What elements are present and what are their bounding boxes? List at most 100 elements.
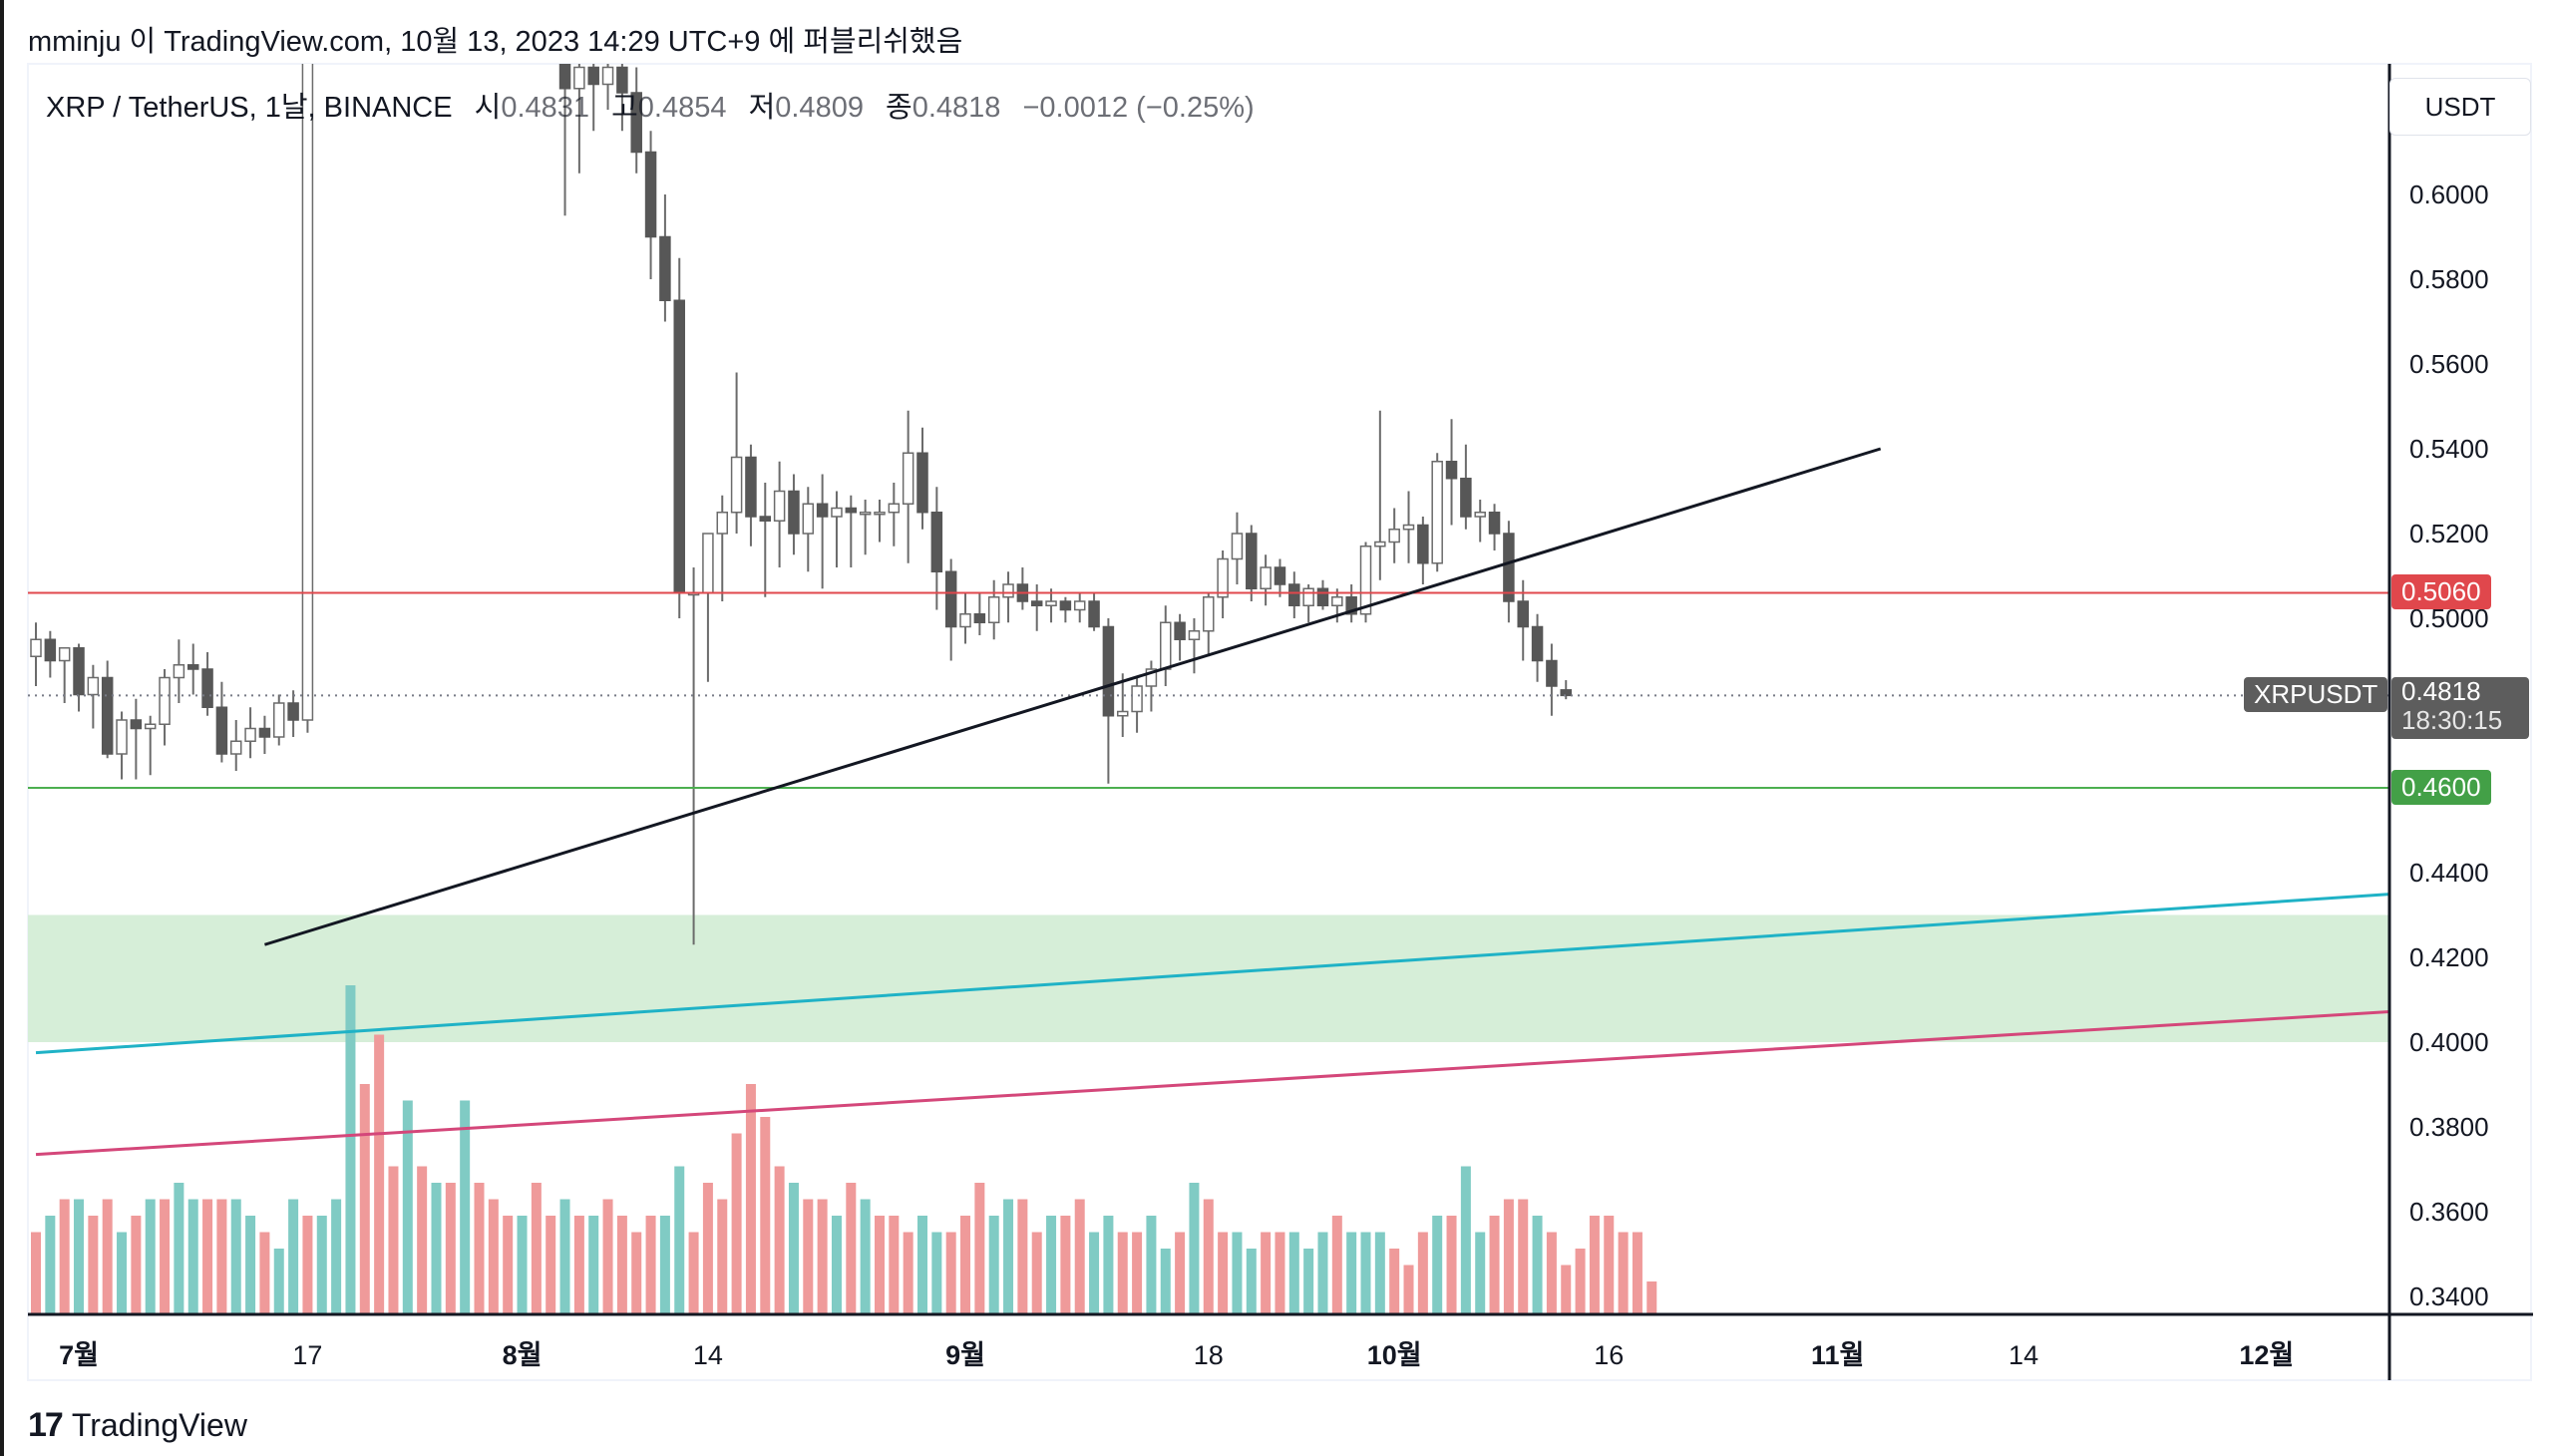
resistance-price-tag: 0.5060 — [2391, 574, 2491, 609]
candle-body — [759, 516, 772, 522]
candle-body — [1088, 600, 1100, 628]
candle-body — [1217, 557, 1229, 598]
volume-bar — [160, 1199, 171, 1314]
volume-bar — [1532, 1216, 1543, 1314]
volume-bar — [788, 1183, 799, 1314]
volume-bar — [503, 1216, 514, 1314]
candle-body — [1160, 621, 1172, 670]
candle-body — [802, 503, 815, 535]
volume-bar — [230, 1199, 241, 1314]
candle-body — [1260, 566, 1272, 589]
volume-bar — [1031, 1232, 1042, 1314]
candle-body — [673, 299, 685, 594]
volume-bar — [1017, 1199, 1028, 1314]
time-axis-label: 18 — [1194, 1340, 1224, 1370]
volume-bar — [988, 1216, 999, 1314]
volume-bar — [1417, 1232, 1428, 1314]
volume-bar — [488, 1199, 499, 1314]
price-tick-label: 0.5800 — [2409, 264, 2489, 294]
candle-body — [1345, 596, 1357, 615]
candle-body — [630, 92, 642, 154]
volume-bar — [1403, 1265, 1414, 1314]
volume-bar — [588, 1216, 599, 1314]
volume-bar — [145, 1199, 156, 1314]
candle-body — [1073, 600, 1086, 611]
volume-bar — [945, 1232, 956, 1314]
candle-body — [173, 664, 185, 679]
volume-bar — [745, 1084, 756, 1314]
volume-bar — [316, 1216, 327, 1314]
volume-bar — [273, 1249, 284, 1314]
volume-bar — [1089, 1232, 1100, 1314]
candle-body — [1045, 600, 1057, 606]
candle-body — [1531, 625, 1544, 662]
volume-bar — [917, 1216, 927, 1314]
candle-body — [859, 512, 872, 516]
candle-body — [1402, 524, 1415, 531]
candle-body — [30, 638, 42, 657]
volume-bar — [1146, 1216, 1157, 1314]
volume-bar — [760, 1117, 771, 1314]
publish-caption: mminju 이 TradingView.com, 10월 13, 2023 1… — [28, 26, 963, 58]
open-value: 0.4831 — [501, 92, 590, 124]
price-tick-label: 0.3800 — [2409, 1112, 2489, 1142]
candle-body — [959, 613, 971, 628]
candle-body — [902, 452, 914, 505]
volume-bar — [1175, 1232, 1186, 1314]
volume-bar — [445, 1183, 456, 1314]
trendline-line — [263, 447, 1882, 946]
candle-body — [1359, 546, 1372, 615]
volume-bar — [1561, 1265, 1572, 1314]
candle-body — [973, 613, 986, 623]
time-axis-label: 14 — [2008, 1340, 2038, 1370]
channel-upper-line — [35, 893, 2389, 1055]
volume-bar — [302, 1216, 313, 1314]
volume-bar — [616, 1216, 627, 1314]
price-tick-label: 0.6000 — [2409, 180, 2489, 209]
price-tick-label: 0.3400 — [2409, 1281, 2489, 1311]
volume-bar — [1232, 1232, 1243, 1314]
volume-bar — [1003, 1199, 1014, 1314]
volume-bar — [688, 1232, 699, 1314]
time-axis-label: 16 — [1594, 1340, 1624, 1370]
candle-body — [1374, 541, 1386, 547]
currency-selector[interactable]: USDT — [2389, 78, 2531, 136]
support-price-tag: 0.4600 — [2391, 770, 2491, 805]
volume-bar — [1103, 1216, 1114, 1314]
volume-bar — [216, 1199, 227, 1314]
candle-body — [101, 676, 114, 755]
candle-body — [1316, 587, 1329, 606]
close-label: 종 — [886, 92, 912, 124]
legend-row: XRP / TetherUS, 1날, BINANCE 시0.4831 고0.4… — [46, 84, 1255, 126]
volume-bar — [1261, 1232, 1272, 1314]
candle-body — [1388, 529, 1400, 544]
symbol-name[interactable]: XRP / TetherUS, 1날, BINANCE — [46, 92, 453, 124]
volume-bar — [974, 1183, 985, 1314]
current-price-tag: 0.4818 18:30:15 — [2391, 677, 2529, 739]
volume-bar — [889, 1216, 900, 1314]
price-tick-label: 0.5600 — [2409, 349, 2489, 379]
candle-body — [1474, 512, 1486, 518]
volume-bar — [645, 1216, 656, 1314]
candle-body — [229, 740, 242, 755]
candle-body — [1231, 533, 1244, 560]
candle-body — [1488, 512, 1501, 535]
time-axis-label: 12월 — [2239, 1340, 2294, 1370]
tradingview-brand[interactable]: 17 TradingView — [28, 1406, 247, 1445]
candle-body — [1174, 621, 1186, 640]
candle-body — [159, 676, 171, 725]
volume-bar — [531, 1183, 542, 1314]
volume-bar — [388, 1166, 399, 1314]
volume-bar — [1160, 1249, 1171, 1314]
volume-bar — [288, 1199, 299, 1314]
volume-bar — [1189, 1183, 1200, 1314]
candle-body — [116, 719, 128, 755]
volume-bar — [431, 1183, 442, 1314]
volume-bar — [1074, 1199, 1085, 1314]
volume-bar — [1604, 1216, 1615, 1314]
time-axis-label: 7월 — [59, 1340, 99, 1370]
volume-bar — [702, 1183, 713, 1314]
volume-bar — [1460, 1166, 1471, 1314]
volume-bar — [1275, 1232, 1285, 1314]
